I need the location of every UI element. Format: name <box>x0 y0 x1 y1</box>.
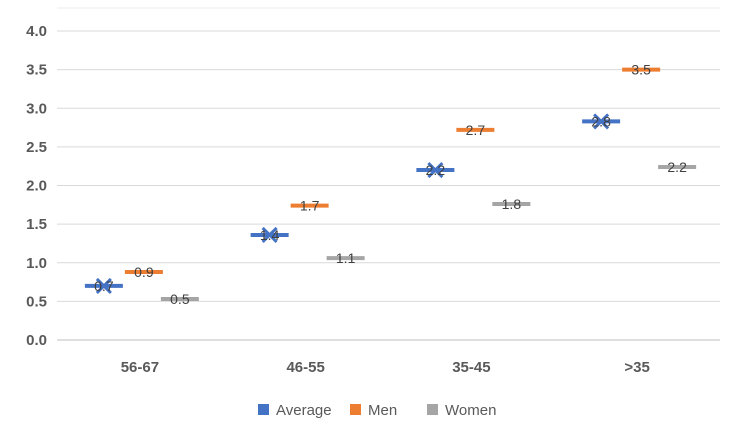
y-tick-label: 4.0 <box>26 23 47 40</box>
y-tick-label: 2.0 <box>26 178 47 195</box>
legend-swatch-women <box>427 404 438 415</box>
data-labels: 0.7 1.4 2.2 2.8 0.9 1.7 2.7 3.5 0.5 1.1 1.8 2.2 <box>94 62 687 307</box>
y-tick-label: 2.5 <box>26 139 47 156</box>
data-label-women: 1.8 <box>502 196 522 212</box>
data-label-men: 3.5 <box>631 62 651 78</box>
x-tick-label: 35-45 <box>452 359 490 376</box>
point-x-marker-average <box>261 226 278 244</box>
data-label-men: 1.7 <box>300 198 320 214</box>
data-label-men: 2.7 <box>466 122 486 138</box>
legend: Average Men Women <box>258 402 496 419</box>
data-marks <box>84 67 697 302</box>
y-tick-label: 0.0 <box>26 332 47 349</box>
x-tick-label: 56-67 <box>121 359 159 376</box>
legend-label-men: Men <box>368 402 397 419</box>
data-label-men: 0.9 <box>134 264 154 280</box>
data-label-average: 0.7 <box>94 278 114 294</box>
point-x-marker-average <box>427 161 444 179</box>
data-label-women: 0.5 <box>170 291 190 307</box>
point-x-marker-average <box>95 277 112 294</box>
y-tick-label: 3.5 <box>26 62 47 79</box>
x-axis-ticks: 56-67 46-55 35-45 >35 <box>121 359 650 376</box>
legend-label-average: Average <box>276 402 332 419</box>
data-label-average: 2.8 <box>591 113 611 129</box>
y-tick-label: 0.5 <box>26 293 47 310</box>
y-tick-label: 1.0 <box>26 255 47 272</box>
data-label-average: 2.2 <box>426 162 446 178</box>
data-label-women: 1.1 <box>336 250 356 266</box>
gridlines <box>57 7 720 341</box>
x-tick-label: 46-55 <box>286 359 324 376</box>
x-tick-label: >35 <box>624 359 649 376</box>
data-label-women: 2.2 <box>667 159 687 175</box>
legend-label-women: Women <box>445 402 496 419</box>
data-label-average: 1.4 <box>260 227 280 243</box>
y-axis-ticks: 0.0 0.5 1.0 1.5 2.0 2.5 3.0 3.5 4.0 <box>26 23 47 349</box>
y-tick-label: 1.5 <box>26 216 47 233</box>
point-x-marker-average <box>593 113 610 130</box>
y-tick-label: 3.0 <box>26 100 47 117</box>
legend-swatch-men <box>350 404 361 415</box>
legend-swatch-average <box>258 404 269 415</box>
